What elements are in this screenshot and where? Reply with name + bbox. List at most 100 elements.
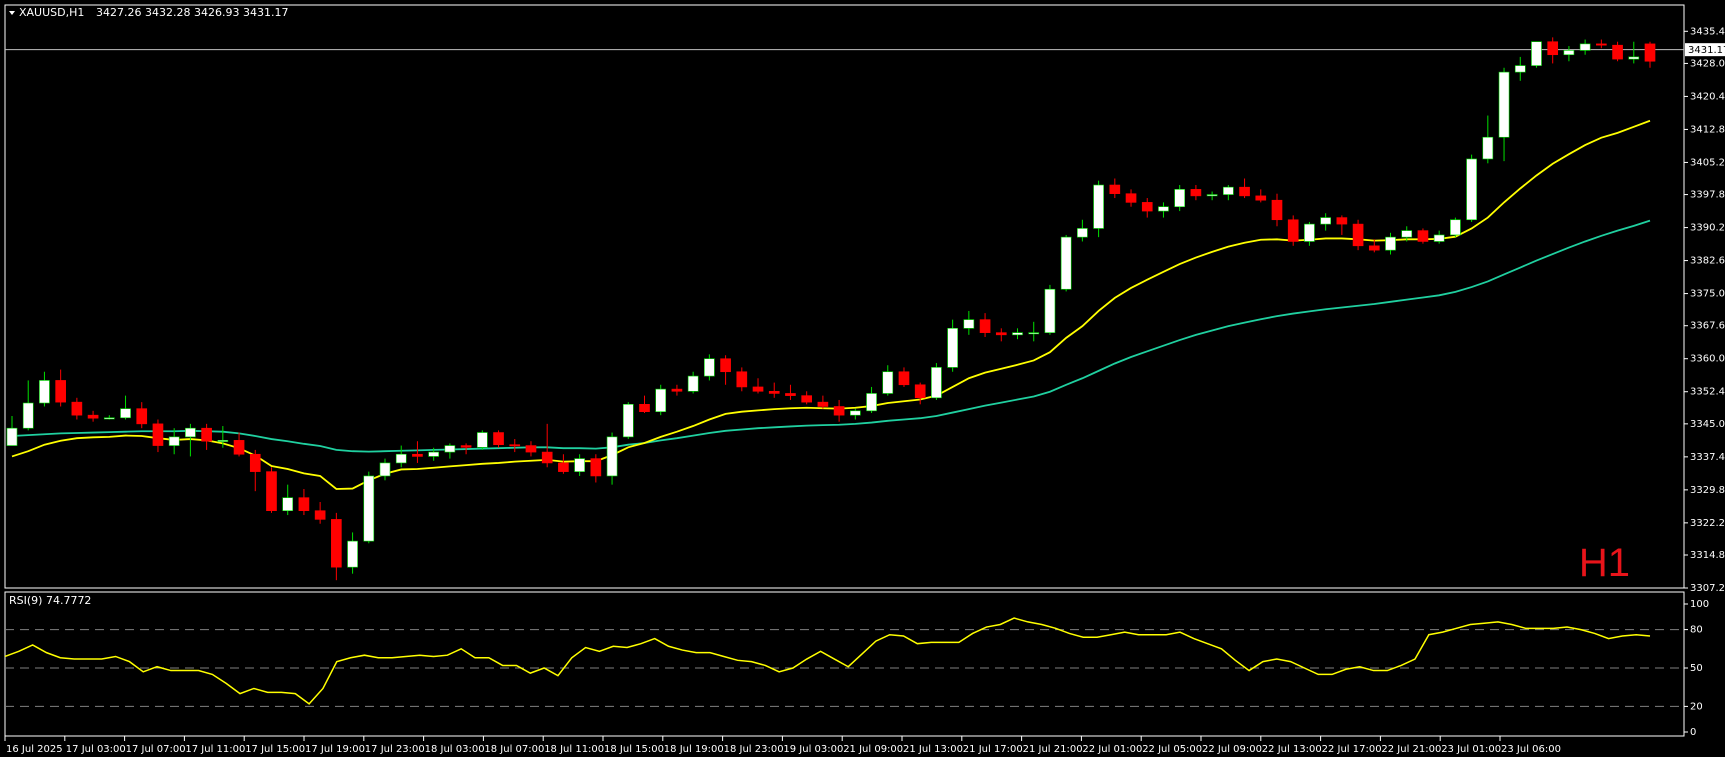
- time-tick-label: 23 Jul 01:00: [1441, 744, 1501, 755]
- time-tick-label: 23 Jul 06:00: [1501, 744, 1561, 755]
- candle-body: [1466, 158, 1477, 221]
- candle-body: [1401, 230, 1413, 238]
- candle-body: [1190, 189, 1202, 197]
- candle-body: [476, 432, 488, 448]
- dropdown-triangle-icon[interactable]: [9, 11, 15, 15]
- time-tick-label: 22 Jul 05:00: [1142, 744, 1202, 755]
- time-tick-label: 16 Jul 2025: [6, 744, 63, 755]
- candle-body: [947, 328, 958, 368]
- candle-body: [525, 445, 537, 453]
- candle-body: [185, 427, 196, 438]
- candle-body: [1287, 219, 1299, 242]
- candle-body: [541, 451, 553, 464]
- candle-body: [22, 402, 34, 429]
- candle-body: [1174, 189, 1186, 208]
- rsi-tick-label: 100: [1690, 599, 1709, 610]
- candle-body: [460, 445, 472, 448]
- candle-body: [1433, 234, 1445, 242]
- candle-body: [882, 371, 894, 394]
- candle-body: [1385, 236, 1396, 251]
- time-tick-label: 18 Jul 03:00: [425, 744, 485, 755]
- time-tick-label: 21 Jul 17:00: [963, 744, 1023, 755]
- candle-body: [979, 319, 991, 333]
- time-tick-label: 22 Jul 21:00: [1381, 744, 1441, 755]
- ma-fast-path: [11, 119, 1651, 490]
- time-tick-label: 22 Jul 17:00: [1322, 744, 1382, 755]
- candle-body: [622, 404, 634, 438]
- candle-body: [898, 371, 910, 386]
- candles: [6, 37, 1656, 581]
- rsi-line: [4, 617, 1651, 705]
- price-tick-label: 3329.80: [1690, 485, 1725, 496]
- candle-body: [1628, 56, 1640, 60]
- candle-body: [1223, 186, 1234, 195]
- time-tick-label: 18 Jul 19:00: [664, 744, 724, 755]
- time-tick-label: 17 Jul 11:00: [185, 744, 245, 755]
- current-price-value: 3431.17: [1688, 45, 1725, 56]
- candle-body: [1239, 186, 1250, 197]
- rsi-tick-label: 0: [1690, 727, 1696, 738]
- candle-body: [347, 540, 358, 568]
- candle-body: [1158, 206, 1169, 212]
- candle-body: [1498, 71, 1510, 138]
- price-tick-label: 3435.40: [1690, 26, 1725, 37]
- price-tick-label: 3307.20: [1690, 583, 1725, 594]
- candle-body: [363, 475, 375, 542]
- candle-body: [1644, 43, 1656, 62]
- candle-body: [1206, 194, 1218, 197]
- price-tick-label: 3337.40: [1690, 452, 1725, 463]
- current-price-tag: [1685, 43, 1725, 57]
- candle-body: [1077, 228, 1088, 238]
- candle-body: [1109, 184, 1121, 195]
- candle-body: [655, 388, 667, 412]
- candle-body: [6, 427, 18, 446]
- candle-body: [720, 358, 731, 373]
- candle-body: [1093, 184, 1104, 229]
- candle-body: [1044, 288, 1056, 333]
- candle-body: [1304, 223, 1315, 242]
- candle-body: [493, 432, 504, 445]
- candle-body: [963, 319, 975, 329]
- time-tick-label: 22 Jul 09:00: [1202, 744, 1262, 755]
- rsi-panel-frame: [4, 591, 1685, 737]
- candle-body: [1531, 41, 1542, 66]
- price-tick-label: 3360.00: [1690, 354, 1725, 365]
- price-tick-label: 3412.80: [1690, 124, 1725, 135]
- candle-body: [1547, 41, 1559, 56]
- candle-body: [639, 404, 650, 412]
- candle-body: [412, 453, 423, 457]
- candle-body: [1579, 43, 1591, 51]
- candle-body: [331, 519, 342, 568]
- candle-body: [817, 401, 829, 407]
- candle-body: [120, 408, 131, 419]
- price-tick-label: 3420.40: [1690, 91, 1725, 102]
- candle-body: [1368, 245, 1380, 251]
- rsi-label: RSI(9) 74.7772: [9, 594, 91, 607]
- time-tick-label: 21 Jul 21:00: [1023, 744, 1083, 755]
- candle-body: [1563, 50, 1575, 56]
- candle-body: [1514, 65, 1526, 73]
- candle-body: [558, 462, 569, 472]
- price-panel-frame: [4, 4, 1685, 589]
- candle-body: [574, 458, 585, 472]
- candle-body: [266, 471, 277, 512]
- symbol-label: XAUUSD,H1: [19, 6, 84, 19]
- candle-body: [833, 406, 845, 416]
- candle-body: [509, 444, 521, 447]
- time-tick-label: 18 Jul 15:00: [604, 744, 664, 755]
- time-tick-label: 21 Jul 13:00: [903, 744, 963, 755]
- time-tick-label: 18 Jul 07:00: [484, 744, 544, 755]
- candle-body: [914, 384, 926, 399]
- price-tick-label: 3345.00: [1690, 419, 1725, 430]
- rsi-tick-label: 80: [1690, 625, 1703, 636]
- candle-body: [233, 440, 245, 455]
- candle-body: [1320, 217, 1331, 225]
- candle-body: [1352, 223, 1364, 247]
- price-tick-label: 3397.80: [1690, 190, 1725, 201]
- candle-body: [1028, 332, 1040, 335]
- rsi-path: [4, 617, 1651, 705]
- candle-body: [152, 423, 164, 446]
- candle-body: [1450, 219, 1461, 236]
- candle-body: [444, 445, 456, 453]
